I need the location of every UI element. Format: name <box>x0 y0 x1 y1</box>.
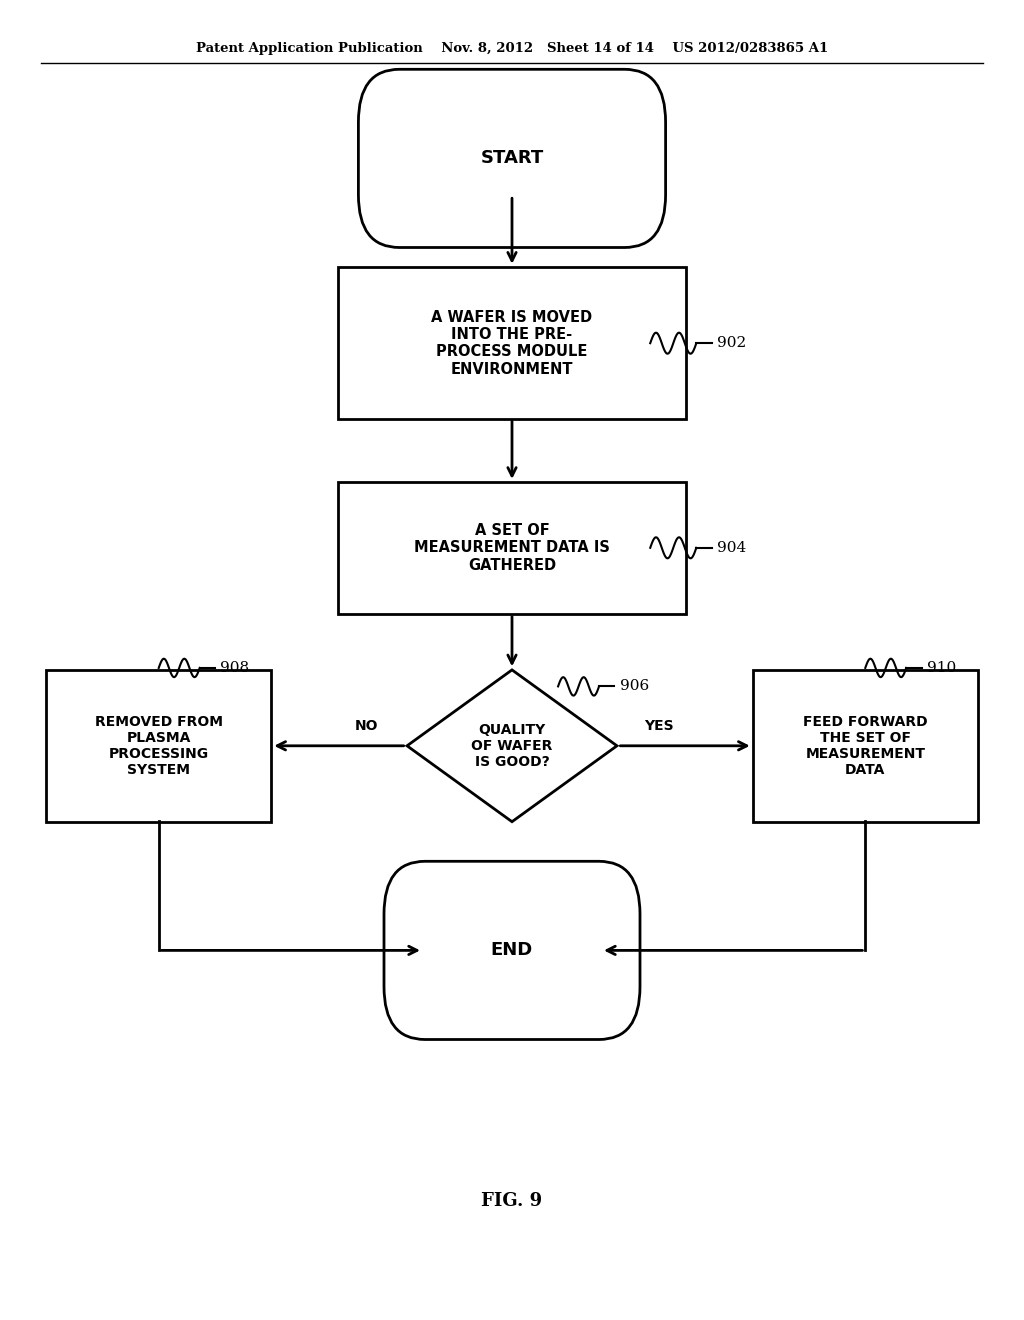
Bar <box>753 671 978 821</box>
Text: Patent Application Publication    Nov. 8, 2012   Sheet 14 of 14    US 2012/02838: Patent Application Publication Nov. 8, 2… <box>196 42 828 55</box>
Text: START: START <box>480 149 544 168</box>
FancyBboxPatch shape <box>358 69 666 248</box>
Text: YES: YES <box>644 718 673 733</box>
Text: 906: 906 <box>620 680 649 693</box>
Bar <box>46 671 271 821</box>
Bar <box>338 267 686 420</box>
Text: NO: NO <box>355 718 378 733</box>
Text: QUALITY
OF WAFER
IS GOOD?: QUALITY OF WAFER IS GOOD? <box>471 722 553 770</box>
Text: 904: 904 <box>717 541 746 554</box>
Bar <box>338 482 686 614</box>
Text: 902: 902 <box>717 337 746 350</box>
Text: REMOVED FROM
PLASMA
PROCESSING
SYSTEM: REMOVED FROM PLASMA PROCESSING SYSTEM <box>94 714 223 777</box>
Text: FEED FORWARD
THE SET OF
MEASUREMENT
DATA: FEED FORWARD THE SET OF MEASUREMENT DATA <box>803 714 928 777</box>
Text: A WAFER IS MOVED
INTO THE PRE-
PROCESS MODULE
ENVIRONMENT: A WAFER IS MOVED INTO THE PRE- PROCESS M… <box>431 310 593 376</box>
Text: FIG. 9: FIG. 9 <box>481 1192 543 1210</box>
Text: 910: 910 <box>927 661 956 675</box>
Text: A SET OF
MEASUREMENT DATA IS
GATHERED: A SET OF MEASUREMENT DATA IS GATHERED <box>414 523 610 573</box>
Text: 908: 908 <box>220 661 249 675</box>
Text: END: END <box>490 941 534 960</box>
Polygon shape <box>408 671 616 821</box>
FancyBboxPatch shape <box>384 861 640 1040</box>
